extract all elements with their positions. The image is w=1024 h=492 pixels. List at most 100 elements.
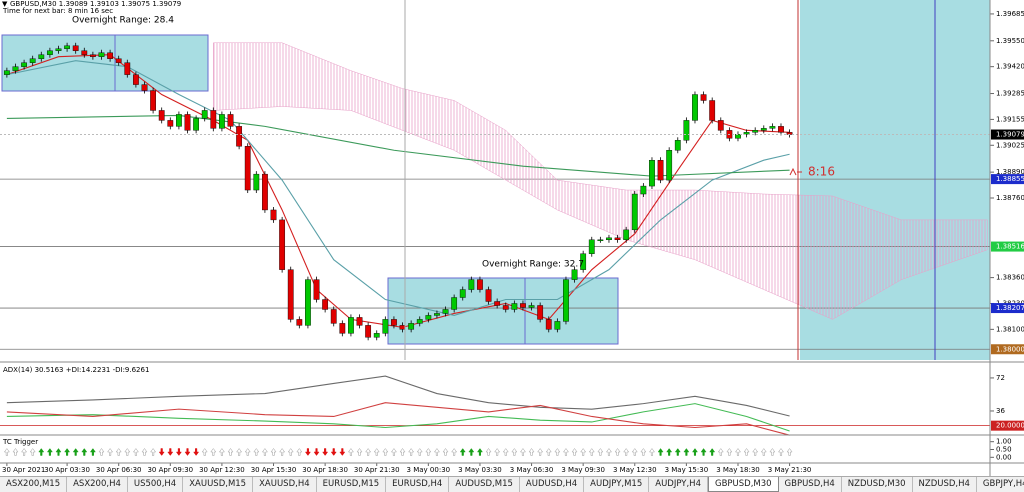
signal-arrow (786, 448, 793, 456)
signal-arrow (451, 448, 458, 456)
level-badge (991, 303, 1024, 314)
chart-tab[interactable]: XAUUSD,M15 (183, 477, 254, 492)
chart-tab[interactable]: AUDUSD,M15 (449, 477, 520, 492)
level-label: 20.0000 (996, 422, 1024, 430)
range-box (1, 34, 209, 92)
signal-arrow (158, 448, 165, 456)
candle-body (408, 323, 415, 330)
x-tick-label: 30 Apr 2021 (2, 466, 45, 474)
annotation: Overnight Range: 32.7 (482, 260, 584, 270)
y-tick-label: 1.39025 (996, 141, 1024, 149)
candle-body (743, 132, 750, 135)
y-tick-label: 1.39155 (996, 115, 1024, 123)
signal-arrow (330, 448, 337, 456)
level-badge (991, 174, 1024, 185)
candle-body (150, 90, 157, 111)
signal-arrow (72, 448, 79, 456)
signal-arrow (356, 448, 363, 456)
y-tick-label: 1.00 (996, 438, 1012, 446)
candle-body (640, 185, 647, 195)
x-tick-label: 3 May 00:30 (407, 466, 451, 474)
chart-tab[interactable]: US500,H4 (128, 477, 184, 492)
signal-arrow (167, 448, 174, 456)
candle-body (296, 319, 303, 326)
signal-arrow (562, 448, 569, 456)
countdown-caret (789, 167, 797, 176)
candle-body (313, 279, 320, 300)
signal-arrow (218, 448, 225, 456)
y-tick-label: 1.38100 (996, 325, 1024, 333)
candle-body (115, 58, 122, 63)
signal-arrow (648, 448, 655, 456)
signal-arrow (502, 448, 509, 456)
chart-tab[interactable]: GBPJPY,H4 (977, 477, 1024, 492)
signal-arrow (210, 448, 217, 456)
signal-arrow (511, 448, 518, 456)
x-tick-label: 3 May 12:30 (613, 466, 657, 474)
candle-body (365, 325, 372, 338)
chart-tab[interactable]: AUDJPY,H4 (649, 477, 708, 492)
signal-arrow (365, 448, 372, 456)
candle-body (468, 279, 475, 290)
candle-body (597, 239, 604, 242)
signal-arrow (107, 448, 114, 456)
signal-arrow (631, 448, 638, 456)
chart-tab[interactable]: AUDJPY,M15 (584, 477, 650, 492)
x-tick-label: 3 May 21:30 (768, 466, 812, 474)
signal-arrow (236, 448, 243, 456)
chart-tab[interactable]: ASX200,H4 (67, 477, 128, 492)
chart-tab[interactable]: NZDUSD,M30 (842, 477, 913, 492)
x-tick-label: 3 May 09:30 (561, 466, 605, 474)
signal-arrow (459, 448, 466, 456)
candle-body (494, 301, 501, 306)
signal-arrow (132, 448, 139, 456)
candle-body (81, 50, 88, 55)
candle-body (64, 45, 70, 49)
chart-tab[interactable]: EURUSD,M15 (317, 477, 387, 492)
chart-tab[interactable]: AUDUSD,H4 (520, 477, 585, 492)
candle-body (588, 239, 595, 254)
candle-body (356, 317, 363, 326)
candle-body (459, 289, 466, 298)
candle-body (485, 289, 492, 302)
collapse-icon: ▼ (2, 0, 8, 8)
candle-body (520, 303, 526, 308)
signal-arrow (347, 448, 354, 456)
signal-arrow (769, 448, 776, 456)
y-tick-label: 1.38360 (996, 274, 1024, 282)
chart-tab[interactable]: XAUUSD,H4 (253, 477, 317, 492)
signal-arrow (38, 448, 45, 456)
chart-tab[interactable]: GBPUSD,M30 (707, 477, 779, 492)
signal-arrow (3, 448, 10, 456)
candle-body (236, 126, 243, 147)
x-tick-label: 30 Apr 21:30 (354, 466, 400, 474)
signal-arrow (55, 448, 62, 456)
chart-tab[interactable]: GBPUSD,H4 (779, 477, 842, 492)
signal-arrow (743, 448, 750, 456)
chart-tab[interactable]: NZDUSD,H4 (913, 477, 977, 492)
candle-body (244, 146, 251, 191)
symbol-header: GBPUSD,M30 1.39089 1.39103 1.39075 1.390… (10, 0, 181, 8)
candle-body (373, 333, 380, 338)
signal-arrow (21, 448, 28, 456)
candle-body (631, 193, 638, 231)
candle-body (442, 309, 449, 314)
signal-arrow (588, 448, 595, 456)
chart-tab[interactable]: EURUSD,H4 (386, 477, 450, 492)
signal-arrow (528, 448, 535, 456)
y-tick-label: 0.00 (996, 453, 1012, 461)
candle-body (46, 50, 53, 55)
y-tick-label: 1.39285 (996, 90, 1024, 98)
signal-arrow (442, 448, 449, 456)
signal-arrow (545, 448, 552, 456)
signal-arrow (571, 448, 578, 456)
candle-body (511, 303, 518, 310)
candle-body (330, 309, 337, 324)
candle-body (545, 319, 552, 330)
y-tick-label: 1.39550 (996, 37, 1024, 45)
signal-arrow (261, 448, 268, 456)
chart-tab[interactable]: ASX200,M15 (0, 477, 68, 492)
signal-arrow (485, 448, 492, 456)
signal-arrow (313, 448, 320, 456)
y-tick-label: 72 (996, 374, 1005, 382)
